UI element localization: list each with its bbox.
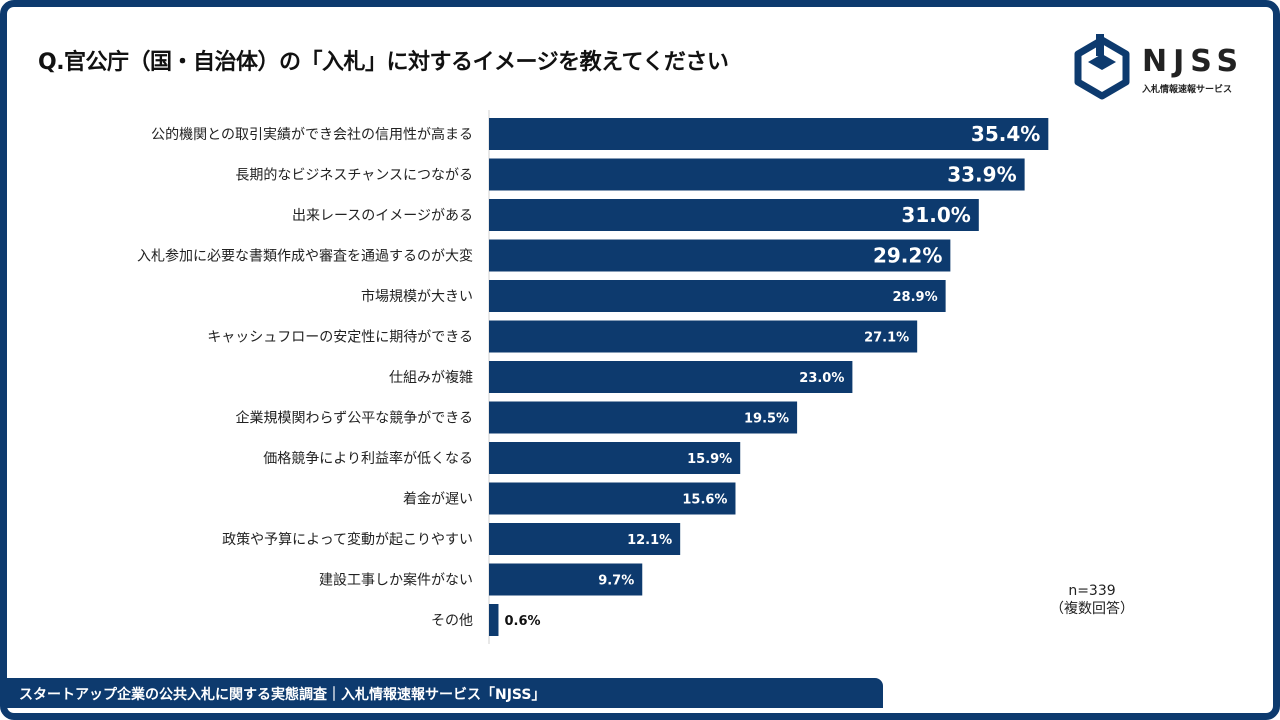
category-label: 建設工事しか案件がない (319, 572, 473, 589)
page-title: Q.官公庁（国・自治体）の「入札」に対するイメージを教えてください (38, 50, 729, 75)
footer-text: スタートアップ企業の公共入札に関する実態調査｜入札情報速報サービス「NJSS」 (19, 687, 546, 703)
value-label: 28.9% (893, 290, 938, 305)
answer-type: （複数回答） (1050, 601, 1134, 617)
sample-size: n=339 (1068, 583, 1116, 599)
value-label: 19.5% (744, 412, 789, 427)
category-label: 着金が遅い (403, 492, 473, 508)
logo-subtitle: 入札情報速報サービス (1142, 85, 1233, 95)
footer-bar: スタートアップ企業の公共入札に関する実態調査｜入札情報速報サービス「NJSS」 (7, 678, 883, 708)
bar (489, 239, 951, 272)
value-label: 23.0% (799, 371, 844, 386)
value-label: 12.1% (627, 533, 672, 548)
logo-wordmark: NJSS (1142, 44, 1245, 79)
value-label: 27.1% (864, 331, 909, 346)
sample-note: n=339 （複数回答） (1040, 582, 1144, 618)
category-label: 長期的なビジネスチャンスにつながる (235, 168, 473, 184)
category-label: 入札参加に必要な書類作成や審査を通過するのが大変 (137, 248, 473, 265)
category-label: 政策や予算によって変動が起こりやすい (222, 531, 473, 548)
value-label: 15.6% (682, 493, 727, 508)
category-label: キャッシュフローの安定性に期待ができる (207, 330, 473, 346)
value-label: 0.6% (504, 614, 540, 629)
value-label: 15.9% (687, 452, 732, 467)
category-label: 公的機関との取引実績ができ会社の信用性が高まる (151, 126, 473, 143)
bar (489, 563, 643, 596)
value-label: 31.0% (901, 203, 970, 227)
bar (489, 361, 853, 393)
category-label: 仕組みが複雑 (389, 369, 473, 386)
value-label: 33.9% (947, 163, 1016, 187)
category-label: 価格競争により利益率が低くなる (263, 450, 473, 467)
bar (489, 158, 1025, 191)
bar (489, 401, 798, 434)
bar (489, 523, 681, 555)
bar (489, 442, 741, 474)
njss-logo: NJSS 入札情報速報サービス (1072, 32, 1252, 102)
category-label: その他 (431, 613, 473, 629)
bar (489, 118, 1049, 150)
bar (489, 199, 979, 231)
category-label: 市場規模が大きい (361, 288, 473, 305)
bar (489, 280, 946, 312)
bar (489, 320, 918, 353)
bar (489, 604, 499, 636)
category-label: 出来レースのイメージがある (292, 208, 473, 224)
category-label: 企業規模関わらず公平な競争ができる (236, 410, 473, 427)
value-label: 29.2% (873, 244, 942, 268)
bar (489, 482, 736, 515)
njss-logo-icon (1074, 34, 1130, 100)
value-label: 35.4% (971, 122, 1040, 146)
value-label: 9.7% (598, 574, 634, 589)
